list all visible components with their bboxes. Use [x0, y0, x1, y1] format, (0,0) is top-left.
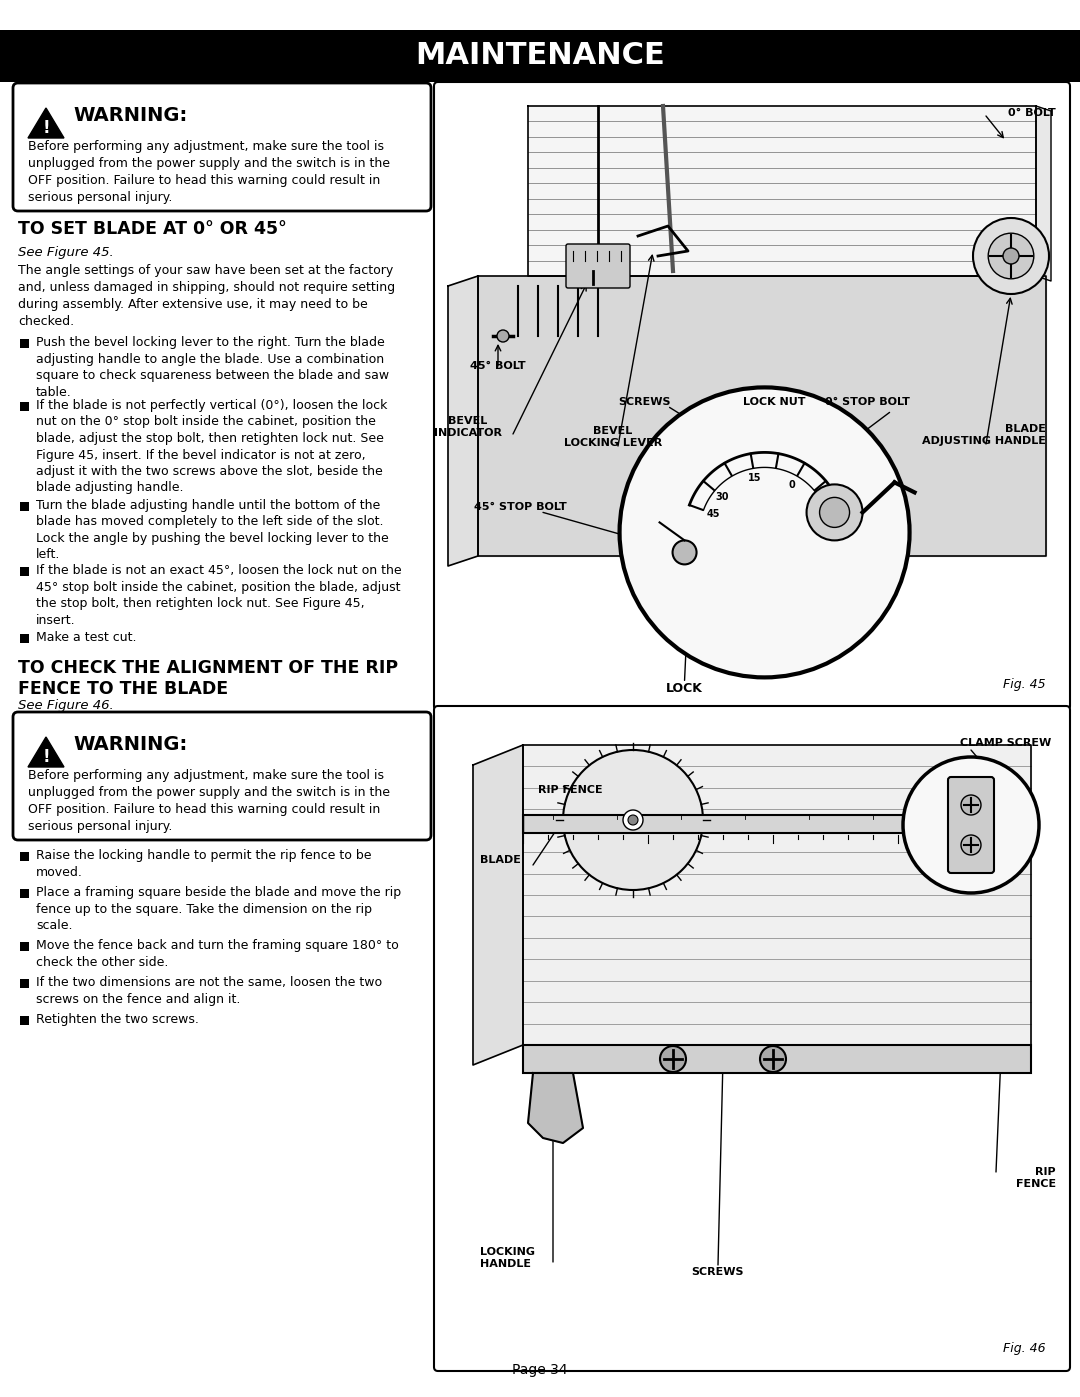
Text: RIP FENCE: RIP FENCE	[538, 785, 603, 795]
Circle shape	[820, 497, 850, 528]
Text: SCREWS: SCREWS	[619, 397, 671, 408]
Text: TO SET BLADE AT 0° OR 45°: TO SET BLADE AT 0° OR 45°	[18, 219, 287, 237]
Circle shape	[988, 233, 1034, 279]
FancyBboxPatch shape	[21, 942, 29, 951]
FancyBboxPatch shape	[21, 852, 29, 861]
Text: Make a test cut.: Make a test cut.	[36, 631, 136, 644]
Text: LOCKING
HANDLE: LOCKING HANDLE	[480, 1248, 535, 1268]
Circle shape	[673, 541, 697, 564]
Circle shape	[497, 330, 509, 342]
FancyBboxPatch shape	[21, 1016, 29, 1025]
Text: WARNING:: WARNING:	[73, 735, 187, 754]
FancyBboxPatch shape	[948, 777, 994, 873]
Text: Before performing any adjustment, make sure the tool is
unplugged from the power: Before performing any adjustment, make s…	[28, 768, 390, 833]
Text: LOCK NUT: LOCK NUT	[743, 397, 806, 408]
Text: Place a framing square beside the blade and move the rip
fence up to the square.: Place a framing square beside the blade …	[36, 886, 401, 932]
Text: !: !	[42, 747, 50, 766]
Text: 45: 45	[706, 509, 719, 518]
Text: LOCK: LOCK	[666, 682, 703, 696]
FancyBboxPatch shape	[0, 29, 1080, 82]
Text: 0: 0	[788, 479, 796, 490]
FancyBboxPatch shape	[434, 705, 1070, 1370]
Text: 0° BOLT: 0° BOLT	[1009, 108, 1056, 117]
Text: 0° STOP BOLT: 0° STOP BOLT	[825, 397, 909, 408]
Circle shape	[623, 810, 643, 830]
Text: See Figure 46.: See Figure 46.	[18, 698, 113, 712]
Text: SCREWS: SCREWS	[692, 1267, 744, 1277]
FancyBboxPatch shape	[21, 888, 29, 898]
Circle shape	[660, 1046, 686, 1071]
FancyBboxPatch shape	[21, 402, 29, 411]
FancyBboxPatch shape	[21, 634, 29, 643]
Text: Push the bevel locking lever to the right. Turn the blade
adjusting handle to an: Push the bevel locking lever to the righ…	[36, 337, 389, 398]
Text: !: !	[42, 119, 50, 137]
FancyBboxPatch shape	[21, 339, 29, 348]
FancyBboxPatch shape	[13, 712, 431, 840]
Text: If the blade is not perfectly vertical (0°), loosen the lock
nut on the 0° stop : If the blade is not perfectly vertical (…	[36, 400, 388, 495]
Text: MAINTENANCE: MAINTENANCE	[415, 42, 665, 70]
Circle shape	[627, 814, 638, 826]
Text: If the blade is not an exact 45°, loosen the lock nut on the
45° stop bolt insid: If the blade is not an exact 45°, loosen…	[36, 564, 402, 626]
Text: 45° BOLT: 45° BOLT	[470, 360, 526, 372]
FancyBboxPatch shape	[523, 814, 1031, 833]
Circle shape	[563, 750, 703, 890]
Circle shape	[760, 1046, 786, 1071]
Polygon shape	[1036, 106, 1051, 281]
Circle shape	[903, 757, 1039, 893]
Polygon shape	[28, 108, 64, 138]
Circle shape	[807, 485, 863, 541]
FancyBboxPatch shape	[523, 1045, 1031, 1073]
Circle shape	[961, 795, 981, 814]
Polygon shape	[478, 277, 1047, 556]
Text: Fig. 45: Fig. 45	[1003, 678, 1047, 692]
Text: BEVEL
LOCKING LEVER: BEVEL LOCKING LEVER	[564, 426, 662, 447]
Polygon shape	[28, 738, 64, 767]
Text: See Figure 45.: See Figure 45.	[18, 246, 113, 258]
Text: 15: 15	[748, 474, 761, 483]
FancyBboxPatch shape	[21, 567, 29, 576]
Text: Retighten the two screws.: Retighten the two screws.	[36, 1013, 199, 1025]
Text: BLADE
ADJUSTING HANDLE: BLADE ADJUSTING HANDLE	[922, 425, 1047, 446]
Text: BLADE: BLADE	[480, 855, 521, 865]
Text: Page 34: Page 34	[512, 1363, 568, 1377]
FancyBboxPatch shape	[21, 979, 29, 988]
FancyBboxPatch shape	[434, 82, 1070, 710]
Text: BEVEL
INDICATOR: BEVEL INDICATOR	[434, 416, 502, 437]
Text: TO CHECK THE ALIGNMENT OF THE RIP
FENCE TO THE BLADE: TO CHECK THE ALIGNMENT OF THE RIP FENCE …	[18, 659, 399, 698]
Circle shape	[973, 218, 1049, 293]
Text: CLAMP SCREW: CLAMP SCREW	[960, 738, 1051, 747]
Polygon shape	[523, 745, 1031, 1045]
Text: Turn the blade adjusting handle until the bottom of the
blade has moved complete: Turn the blade adjusting handle until th…	[36, 499, 389, 562]
FancyBboxPatch shape	[566, 244, 630, 288]
Text: Fig. 46: Fig. 46	[1003, 1343, 1047, 1355]
Text: Move the fence back and turn the framing square 180° to
check the other side.: Move the fence back and turn the framing…	[36, 939, 399, 968]
Text: Raise the locking handle to permit the rip fence to be
moved.: Raise the locking handle to permit the r…	[36, 849, 372, 879]
Polygon shape	[448, 277, 478, 566]
Text: 30: 30	[716, 492, 729, 502]
Circle shape	[961, 835, 981, 855]
Circle shape	[1003, 249, 1020, 264]
Text: WARNING:: WARNING:	[73, 106, 187, 124]
Circle shape	[620, 387, 909, 678]
Text: RIP
FENCE: RIP FENCE	[1016, 1166, 1056, 1189]
Text: If the two dimensions are not the same, loosen the two
screws on the fence and a: If the two dimensions are not the same, …	[36, 977, 382, 1006]
FancyBboxPatch shape	[13, 82, 431, 211]
Polygon shape	[528, 1073, 583, 1143]
Text: The angle settings of your saw have been set at the factory
and, unless damaged : The angle settings of your saw have been…	[18, 264, 395, 328]
Text: 45° STOP BOLT: 45° STOP BOLT	[474, 503, 567, 513]
FancyBboxPatch shape	[21, 502, 29, 511]
Text: Before performing any adjustment, make sure the tool is
unplugged from the power: Before performing any adjustment, make s…	[28, 140, 390, 204]
Polygon shape	[528, 106, 1036, 277]
Polygon shape	[473, 745, 523, 1065]
